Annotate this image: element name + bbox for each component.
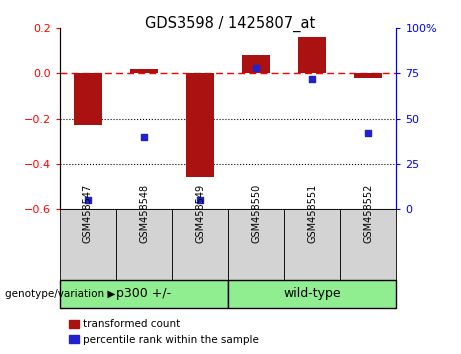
Bar — [130, 69, 158, 73]
Text: GDS3598 / 1425807_at: GDS3598 / 1425807_at — [145, 16, 316, 32]
Point — [196, 197, 204, 202]
Point — [309, 76, 316, 82]
Point — [84, 197, 92, 202]
Bar — [340, 209, 396, 280]
Bar — [242, 56, 270, 73]
Bar — [298, 37, 326, 73]
Bar — [60, 209, 116, 280]
Text: GSM458552: GSM458552 — [363, 183, 373, 243]
Bar — [355, 73, 383, 78]
Point — [253, 65, 260, 71]
Text: GSM458547: GSM458547 — [83, 184, 93, 243]
Text: GSM458549: GSM458549 — [195, 184, 205, 243]
Text: GSM458548: GSM458548 — [139, 184, 149, 243]
Bar — [228, 209, 284, 280]
Text: GSM458550: GSM458550 — [251, 184, 261, 243]
Bar — [186, 73, 214, 177]
Point — [140, 134, 148, 139]
Bar — [74, 73, 102, 125]
Bar — [172, 209, 228, 280]
Text: wild-type: wild-type — [284, 287, 341, 300]
Text: GSM458551: GSM458551 — [307, 184, 317, 243]
Bar — [284, 209, 340, 280]
Bar — [116, 209, 172, 280]
Text: p300 +/-: p300 +/- — [117, 287, 171, 300]
Bar — [228, 280, 396, 308]
Text: genotype/variation ▶: genotype/variation ▶ — [5, 289, 115, 299]
Legend: transformed count, percentile rank within the sample: transformed count, percentile rank withi… — [65, 315, 263, 349]
Point — [365, 130, 372, 136]
Bar — [60, 280, 228, 308]
